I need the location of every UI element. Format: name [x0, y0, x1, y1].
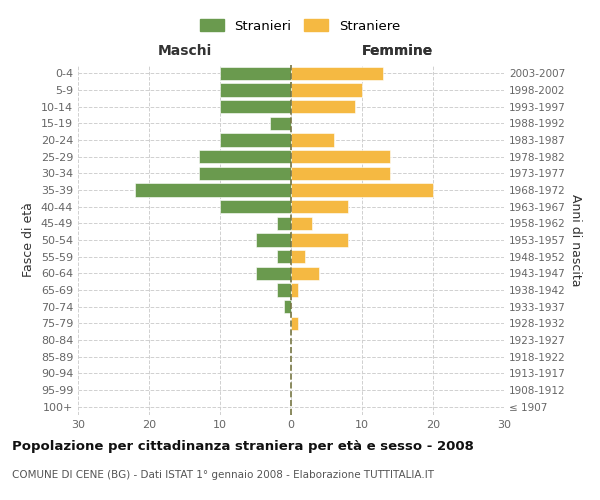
Bar — [284, 300, 291, 314]
Legend: Stranieri, Straniere: Stranieri, Straniere — [194, 14, 406, 38]
Bar — [220, 134, 291, 146]
Bar — [270, 116, 291, 130]
Bar — [291, 150, 391, 164]
Bar — [277, 284, 291, 296]
Bar — [291, 216, 313, 230]
Text: Femmine: Femmine — [362, 44, 433, 58]
Bar — [291, 266, 319, 280]
Bar — [291, 184, 433, 196]
Bar — [291, 234, 348, 246]
Text: Maschi: Maschi — [157, 44, 212, 58]
Text: Popolazione per cittadinanza straniera per età e sesso - 2008: Popolazione per cittadinanza straniera p… — [12, 440, 474, 453]
Bar — [291, 66, 383, 80]
Bar — [199, 166, 291, 180]
Bar — [291, 100, 355, 114]
Bar — [220, 66, 291, 80]
Bar — [291, 134, 334, 146]
Bar — [220, 100, 291, 114]
Bar — [291, 284, 298, 296]
Bar — [277, 216, 291, 230]
Bar — [277, 250, 291, 264]
Bar — [256, 266, 291, 280]
Bar — [291, 84, 362, 96]
Bar — [291, 250, 305, 264]
Bar — [199, 150, 291, 164]
Bar — [135, 184, 291, 196]
Bar — [291, 200, 348, 213]
Y-axis label: Fasce di età: Fasce di età — [22, 202, 35, 278]
Bar — [220, 200, 291, 213]
Text: Femmine: Femmine — [362, 44, 433, 58]
Bar — [291, 166, 391, 180]
Bar — [220, 84, 291, 96]
Text: COMUNE DI CENE (BG) - Dati ISTAT 1° gennaio 2008 - Elaborazione TUTTITALIA.IT: COMUNE DI CENE (BG) - Dati ISTAT 1° genn… — [12, 470, 434, 480]
Y-axis label: Anni di nascita: Anni di nascita — [569, 194, 582, 286]
Bar — [291, 316, 298, 330]
Bar — [256, 234, 291, 246]
